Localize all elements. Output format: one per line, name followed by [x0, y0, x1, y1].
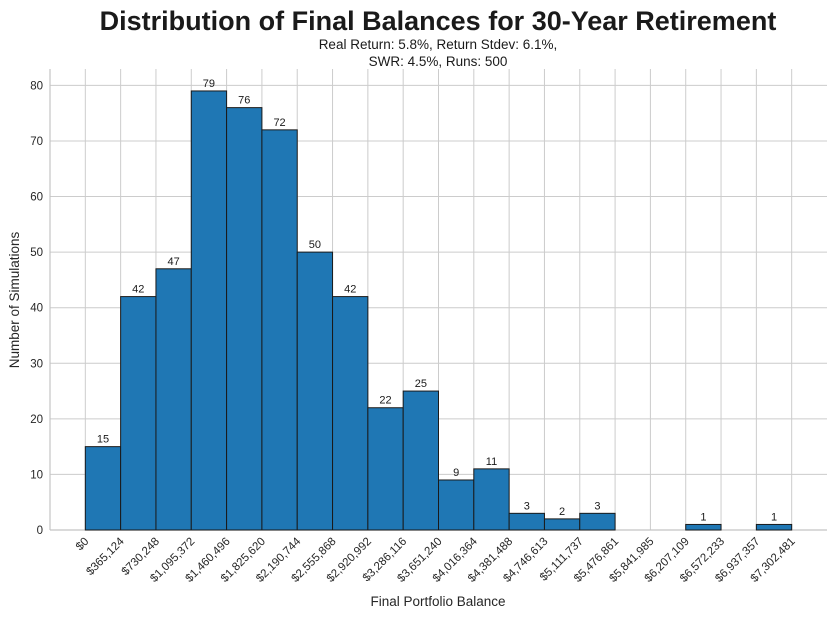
chart-subtitle-line2: SWR: 4.5%, Runs: 500 [369, 54, 508, 69]
y-tick-label: 30 [30, 358, 43, 370]
y-axis-label: Number of Simulations [7, 231, 22, 368]
y-tick-label: 20 [30, 414, 43, 426]
histogram-bar [508, 512, 545, 531]
histogram-bar [755, 523, 793, 531]
y-tick-label: 70 [30, 136, 43, 148]
histogram-bar [579, 512, 616, 531]
x-axis-label: Final Portfolio Balance [370, 594, 505, 609]
bar-value-label: 1 [771, 511, 777, 523]
histogram-bar [402, 390, 440, 531]
histogram-bar [84, 446, 122, 531]
histogram-bar [261, 129, 298, 531]
bar-value-label: 15 [97, 434, 109, 446]
histogram-bar [543, 518, 581, 531]
histogram-bar [685, 523, 722, 531]
x-tick-label: $0 [74, 536, 92, 554]
plot-area: 01020304050607080$0$365,124$730,248$1,09… [30, 69, 827, 585]
bar-value-label: 50 [309, 239, 321, 251]
histogram-bar [296, 251, 334, 531]
bar-value-label: 2 [559, 506, 565, 518]
histogram-bar [226, 107, 263, 531]
bar-value-label: 42 [344, 284, 356, 296]
bar-value-label: 25 [415, 378, 427, 390]
bar-value-label: 42 [132, 284, 144, 296]
histogram-bar [367, 407, 404, 531]
bar-value-label: 11 [486, 456, 497, 468]
y-tick-label: 40 [30, 303, 43, 315]
y-tick-label: 60 [30, 192, 43, 204]
bar-value-label: 79 [203, 78, 215, 90]
chart-subtitle-line1: Real Return: 5.8%, Return Stdev: 6.1%, [319, 37, 558, 52]
y-tick-label: 10 [30, 469, 43, 481]
histogram-bar [332, 296, 369, 531]
histogram-bar [190, 90, 228, 531]
bar-value-label: 3 [524, 500, 530, 512]
y-tick-label: 50 [30, 247, 43, 259]
bar-value-label: 72 [273, 117, 285, 129]
histogram-bar [120, 296, 157, 531]
histogram-bar [473, 468, 510, 531]
bar-value-label: 9 [453, 467, 459, 479]
bar-value-label: 76 [238, 95, 250, 107]
bar-value-label: 22 [379, 395, 391, 407]
histogram-bar [438, 479, 475, 531]
bar-value-label: 3 [594, 500, 600, 512]
y-tick-label: 80 [30, 80, 43, 92]
bar-value-label: 47 [167, 256, 179, 268]
bar-value-label: 1 [700, 511, 706, 523]
histogram-bar [155, 268, 192, 531]
y-tick-label: 0 [37, 525, 43, 537]
chart-title: Distribution of Final Balances for 30-Ye… [100, 6, 777, 36]
